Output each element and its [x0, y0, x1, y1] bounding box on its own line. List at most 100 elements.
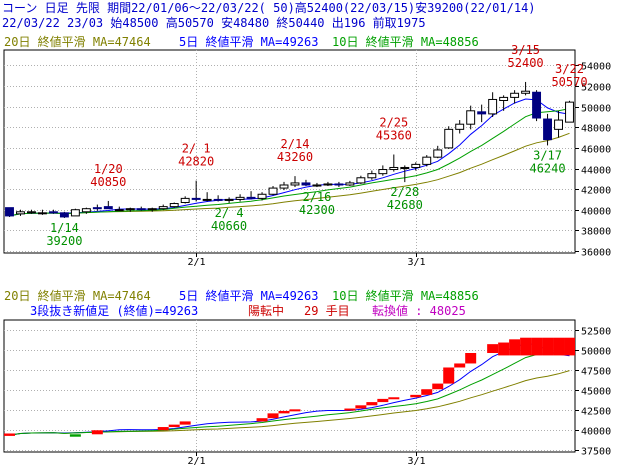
bottom-xtick-label: 3/1 — [407, 456, 425, 467]
kagi-brick — [388, 397, 400, 400]
kagi-brick — [278, 410, 290, 414]
kagi-brick — [454, 363, 466, 368]
top-xtick-label: 2/1 — [187, 257, 205, 268]
bottom-xtick-label: 2/1 — [187, 456, 205, 467]
annotation-date-label: 3/22 — [555, 62, 584, 76]
candle-body — [16, 211, 25, 215]
kagi-brick — [421, 389, 433, 395]
candle-body — [70, 209, 80, 217]
chart-header-ohlc: 22/03/22 23/03 始48500 高50570 安48480 終504… — [2, 16, 426, 30]
top-plot-frame — [3, 49, 576, 254]
candle-body — [433, 149, 443, 158]
bottom-ytick-label: 47500 — [581, 367, 611, 378]
candle-body — [114, 209, 124, 212]
top-ytick-label: 46000 — [581, 145, 611, 156]
top-ytick-label: 38000 — [581, 227, 611, 238]
kagi-brick — [531, 337, 543, 356]
candle-body — [235, 196, 245, 200]
candle-body — [5, 207, 14, 217]
kagi-brick — [4, 433, 15, 436]
annotation-value-label: 40660 — [211, 219, 247, 233]
annotation-date-label: 2/ 4 — [215, 206, 244, 220]
annotation-value-label: 42300 — [299, 203, 335, 217]
candle-body — [290, 182, 300, 186]
kagi-brick — [520, 337, 532, 356]
annotation-date-label: 3/15 — [511, 43, 540, 57]
kagi-brick — [564, 337, 575, 356]
annotation-date-label: 3/17 — [533, 148, 562, 162]
top-ytick-label: 52000 — [581, 83, 611, 94]
kagi-brick — [91, 430, 103, 435]
candle-body — [169, 203, 179, 208]
candle-body — [334, 183, 344, 186]
annotation-date-label: 2/14 — [281, 137, 310, 151]
candle-body — [444, 128, 454, 149]
candle-body — [224, 198, 234, 201]
kagi-brick — [498, 342, 510, 356]
candle-body — [510, 92, 520, 98]
candle-body — [345, 182, 355, 186]
candle-body — [488, 98, 498, 115]
kagi-brick — [344, 408, 356, 411]
annotation-date-label: 2/16 — [302, 190, 331, 204]
kagi-brick — [553, 337, 565, 356]
candle-body — [301, 182, 311, 186]
candle-body — [356, 177, 366, 184]
kagi-brick — [168, 424, 180, 428]
annotation-date-label: 2/28 — [390, 185, 419, 199]
bottom-ytick-label: 42500 — [581, 407, 611, 418]
top-xtick-label: 3/1 — [407, 257, 425, 268]
kagi-brick — [432, 383, 444, 390]
kagi-turn-label: 転換値 : 48025 — [372, 304, 466, 318]
candle-body — [378, 169, 388, 175]
annotation-value-label: 40850 — [90, 175, 126, 189]
top-ma-line-10 — [9, 108, 570, 217]
candle-body — [136, 208, 146, 211]
kagi-brick — [410, 394, 422, 398]
candle-body — [554, 119, 563, 130]
candle-body — [466, 110, 476, 125]
candle-body — [246, 196, 256, 199]
annotation-value-label: 42820 — [178, 155, 214, 169]
top-ytick-label: 42000 — [581, 186, 611, 197]
candle-body — [389, 166, 399, 171]
legend-ma10-bottom: 10日 終値平滑 MA=48856 — [332, 289, 479, 303]
candle-body — [367, 173, 377, 179]
candle-body — [532, 91, 542, 119]
bottom-ytick-label: 45000 — [581, 387, 611, 398]
annotation-date-label: 1/20 — [94, 162, 123, 176]
kagi-brick — [355, 405, 367, 409]
candle-body — [26, 211, 36, 214]
annotation-value-label: 50570 — [551, 75, 587, 89]
legend-ma10-top: 10日 終値平滑 MA=48856 — [332, 35, 479, 49]
candle-body — [312, 184, 322, 187]
candle-body — [125, 208, 135, 211]
top-ytick-label: 48000 — [581, 124, 611, 135]
kagi-brick — [366, 402, 378, 406]
annotation-value-label: 52400 — [508, 56, 544, 70]
kagi-brick — [465, 353, 477, 364]
annotation-value-label: 39200 — [46, 234, 82, 248]
bottom-ytick-label: 52500 — [581, 327, 611, 338]
candle-body — [81, 208, 91, 213]
legend-ma5-bottom: 5日 終値平滑 MA=49263 — [179, 289, 319, 303]
candle-body — [455, 123, 465, 130]
kagi-brick — [69, 434, 81, 437]
candle-body — [180, 197, 190, 204]
legend-ma20-bottom: 20日 終値平滑 MA=47464 — [4, 289, 151, 303]
kagi-brick — [157, 427, 169, 431]
bottom-ytick-label: 50000 — [581, 347, 611, 358]
top-ytick-label: 40000 — [581, 207, 611, 218]
candle-body — [422, 156, 432, 165]
kagi-state-label: 陽転中 — [248, 304, 285, 318]
bottom-ytick-label: 40000 — [581, 427, 611, 438]
top-ma-line-5 — [9, 98, 570, 217]
annotation-date-label: 2/25 — [379, 115, 408, 129]
candle-body — [257, 193, 267, 199]
bottom-ytick-label: 37500 — [581, 447, 611, 458]
candle-body — [477, 111, 487, 115]
chart-header-title: コーン 日足 先限 期間22/01/06～22/03/22( 50)高52400… — [2, 1, 536, 15]
kagi-brick — [443, 367, 455, 384]
candle-body — [158, 206, 168, 210]
